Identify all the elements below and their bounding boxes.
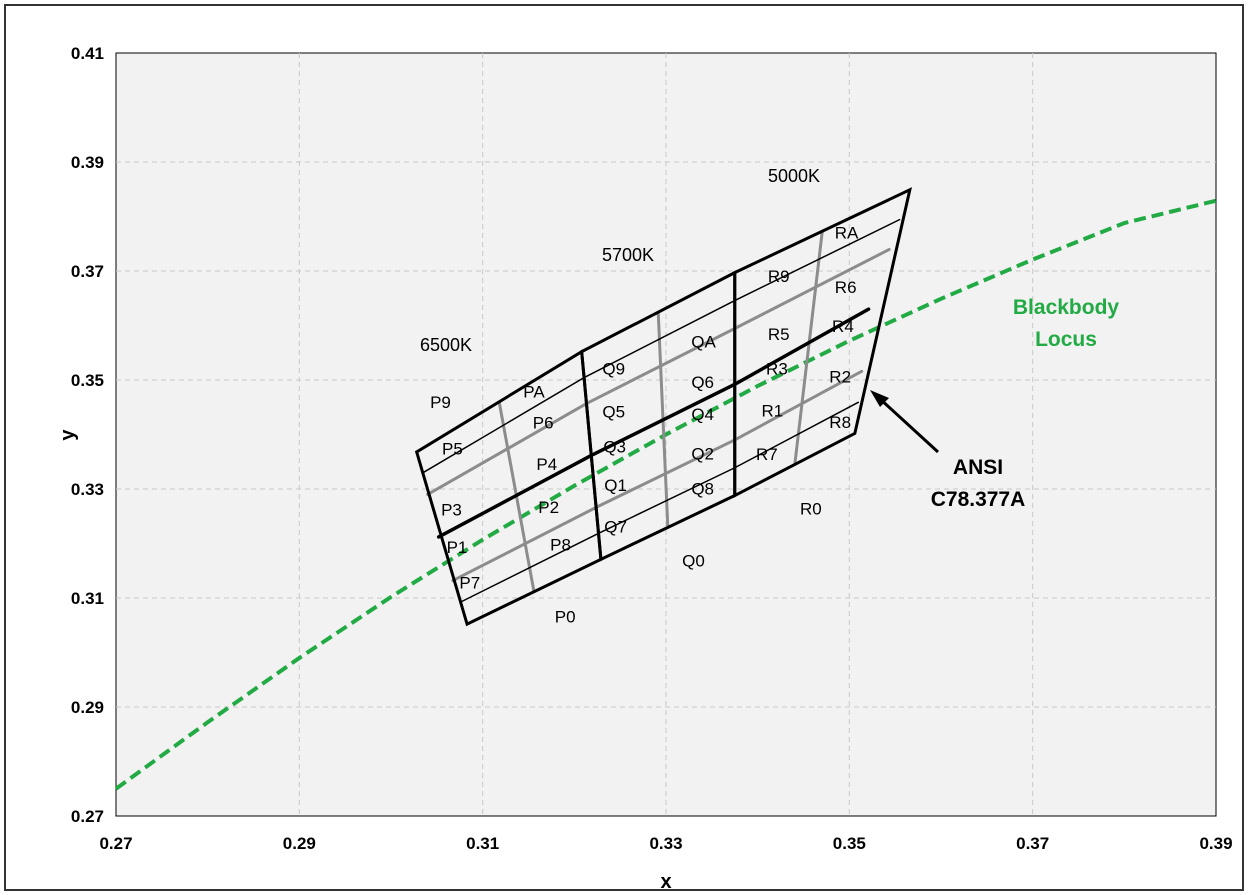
x-tick-label: 0.31 <box>466 834 499 853</box>
x-tick-label: 0.33 <box>649 834 682 853</box>
ansi-arrow-shaft <box>877 396 940 454</box>
blackbody-locus-series <box>114 198 1217 791</box>
y-tick-label: 0.31 <box>71 589 104 608</box>
bin-label: Q2 <box>691 445 714 464</box>
blackbody-locus-line <box>114 198 1217 791</box>
bin-label: R6 <box>835 278 857 297</box>
bin-label: Q4 <box>691 405 714 424</box>
bin-label: Q0 <box>682 551 705 570</box>
y-tick-label: 0.41 <box>71 44 104 63</box>
y-tick-label: 0.39 <box>71 153 104 172</box>
bin-label: P4 <box>536 455 557 474</box>
bin-label: P2 <box>538 498 559 517</box>
locus-label-line2: Locus <box>1035 328 1097 351</box>
bin-label: R4 <box>832 317 854 336</box>
cct-label-6500k: 6500K <box>420 335 472 355</box>
middle-line <box>733 307 871 387</box>
row-line <box>597 466 736 535</box>
row-line <box>583 299 736 379</box>
cct-label-5000k: 5000K <box>768 166 820 186</box>
row-line <box>459 532 600 604</box>
bin-label: R9 <box>768 267 790 286</box>
y-tick-label: 0.27 <box>71 807 104 826</box>
y-tick-label: 0.33 <box>71 480 104 499</box>
bin-label: Q6 <box>691 373 714 392</box>
x-tick-label: 0.39 <box>1199 834 1232 853</box>
x-tick-label: 0.29 <box>283 834 316 853</box>
locus-label-line1: Blackbody <box>1013 296 1120 319</box>
ansi-label-line1: ANSI <box>953 456 1003 479</box>
x-tick-label: 0.37 <box>1016 834 1049 853</box>
cct-label-5700k: 5700K <box>602 245 654 265</box>
ansi-label-line2: C78.377A <box>931 488 1026 511</box>
bin-label: R7 <box>756 445 778 464</box>
bin-label: Q7 <box>604 518 627 537</box>
ansi-arrow-head <box>870 390 889 407</box>
middle-line <box>436 453 594 539</box>
bin-label: Q1 <box>604 476 627 495</box>
bin-label: Q3 <box>603 437 626 456</box>
sub-horizontal-line <box>733 369 864 442</box>
bin-label: Q8 <box>691 479 714 498</box>
bin-label: R2 <box>829 368 851 387</box>
middle-line <box>590 382 737 457</box>
bin-label: R8 <box>829 413 851 432</box>
bin-label: P8 <box>550 536 571 555</box>
quadrangle-outline <box>733 187 912 499</box>
bin-label: P6 <box>533 414 554 433</box>
bin-label: P7 <box>459 574 480 593</box>
bin-label: P3 <box>441 501 462 520</box>
sub-horizontal-line <box>733 247 891 330</box>
bin-label: P1 <box>447 538 468 557</box>
x-axis-title: x <box>660 871 671 893</box>
bin-label: P5 <box>442 440 463 459</box>
ansi-quadrangles <box>414 187 912 627</box>
bin-label: R3 <box>766 360 788 379</box>
y-tick-labels: 0.27 0.29 0.31 0.33 0.35 0.37 0.39 0.41 <box>71 44 104 826</box>
row-line <box>734 401 860 469</box>
bin-labels: P9 PA P5 P6 P3 P4 P1 P2 P7 P8 P0 Q9 QA Q5 Q6 Q3 Q4 Q1 Q2 Q7… <box>430 223 859 626</box>
row-line <box>734 218 901 302</box>
x-tick-label: 0.27 <box>99 834 132 853</box>
y-tick-label: 0.37 <box>71 262 104 281</box>
bin-label: R5 <box>768 325 790 344</box>
bin-label: PA <box>523 382 545 401</box>
y-tick-label: 0.35 <box>71 371 104 390</box>
x-tick-label: 0.35 <box>833 834 866 853</box>
bin-label: R0 <box>800 500 822 519</box>
y-axis-title: y <box>57 429 79 441</box>
y-tick-label: 0.29 <box>71 698 104 717</box>
bin-label: R1 <box>761 402 783 421</box>
bin-label: QA <box>691 332 716 351</box>
x-tick-labels: 0.27 0.29 0.31 0.33 0.35 0.37 0.39 <box>99 834 1232 853</box>
bin-label: Q5 <box>602 403 625 422</box>
bin-label: RA <box>835 223 859 242</box>
bin-label: P9 <box>430 393 451 412</box>
row-line <box>421 376 585 474</box>
sub-vertical-line <box>793 229 824 466</box>
bin-label: Q9 <box>602 360 625 379</box>
bin-label: P0 <box>555 608 576 627</box>
